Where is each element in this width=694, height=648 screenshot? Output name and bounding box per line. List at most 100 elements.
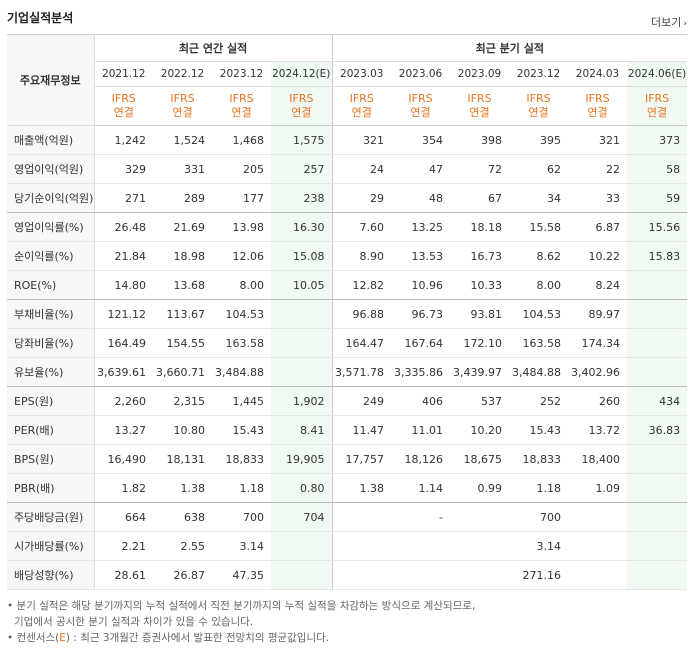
table-row: BPS(원) 16,490 18,131 18,833 19,905 17,757 18,1…: [7, 444, 688, 474]
table-cell: 93.81: [450, 299, 510, 329]
table-cell: 238: [271, 183, 333, 213]
table-cell: 1.82: [94, 473, 153, 503]
table-cell: 16,490: [94, 444, 153, 474]
table-cell: 15.83: [627, 241, 688, 271]
table-cell: 15.43: [509, 415, 569, 445]
table-cell: 34: [509, 183, 569, 213]
row-label: 순이익률(%): [7, 241, 95, 271]
table-row: 시가배당률(%) 2.21 2.55 3.14 3.14: [7, 531, 688, 561]
table-cell: [271, 299, 333, 329]
table-cell: 3,439.97: [450, 357, 510, 387]
more-label: 더보기: [651, 16, 682, 29]
table-row: 당좌비율(%) 164.49 154.55 163.58 164.47 167.64 172…: [7, 328, 688, 358]
table-cell: 11.47: [331, 415, 392, 445]
section-title: 기업실적분석: [7, 11, 74, 25]
table-cell: 121.12: [94, 299, 153, 329]
table-cell: [568, 502, 628, 532]
table-cell: 48: [391, 183, 451, 213]
table-cell: 177: [212, 183, 271, 213]
table-cell: 260: [568, 386, 628, 416]
table-cell: 22: [568, 154, 628, 184]
table-row: 당기순이익(억원) 271 289 177 238 29 48 67 34 33 59: [7, 183, 688, 213]
table-cell: 8.00: [509, 270, 569, 300]
table-cell: 104.53: [212, 299, 271, 329]
table-cell: 113.67: [153, 299, 212, 329]
table-cell: 174.34: [568, 328, 628, 358]
table-cell: 13.27: [94, 415, 153, 445]
ifrs-badge: IFRS 연결: [450, 86, 510, 126]
table-cell: 12.82: [331, 270, 392, 300]
more-link[interactable]: 더보기 ›: [651, 14, 687, 30]
table-cell: 13.72: [568, 415, 628, 445]
table-cell: 13.25: [391, 212, 451, 242]
corner-header: 주요재무정보: [7, 34, 95, 126]
ifrs-badge: IFRS 연결: [271, 86, 333, 126]
table-cell: 167.64: [391, 328, 451, 358]
table-cell: 321: [568, 125, 628, 155]
table-cell: 3,639.61: [94, 357, 153, 387]
table-row: EPS(원) 2,260 2,315 1,445 1,902 249 406 537 252 26…: [7, 386, 688, 416]
table-cell: [627, 270, 688, 300]
table-cell: 15.43: [212, 415, 271, 445]
table-cell: 700: [509, 502, 569, 532]
table-cell: 2.55: [153, 531, 212, 561]
ifrs-badge: IFRS 연결: [212, 86, 271, 126]
table-cell: 704: [271, 502, 333, 532]
ifrs-badge: IFRS 연결: [94, 86, 153, 126]
table-cell: [331, 560, 392, 590]
table-cell: [391, 531, 451, 561]
quarter-group-header: 최근 분기 실적: [331, 34, 688, 62]
row-label: BPS(원): [7, 444, 95, 474]
footnote-quarterly-cont: 기업에서 공시한 분기 실적과 차이가 있을 수 있습니다.: [14, 616, 254, 628]
period-header: 2023.03: [331, 61, 392, 87]
table-cell: 154.55: [153, 328, 212, 358]
table-row: 주당배당금(원) 664 638 700 704-700: [7, 502, 688, 532]
table-cell: 8.90: [331, 241, 392, 271]
table-cell: 537: [450, 386, 510, 416]
table-cell: 638: [153, 502, 212, 532]
table-cell: 59: [627, 183, 688, 213]
table-cell: 96.73: [391, 299, 451, 329]
row-label: PBR(배): [7, 473, 95, 503]
table-cell: 16.30: [271, 212, 333, 242]
table-cell: 1.38: [331, 473, 392, 503]
table-cell: 8.41: [271, 415, 333, 445]
table-cell: 289: [153, 183, 212, 213]
table-row: PER(배) 13.27 10.80 15.43 8.41 11.47 11.01 10.20…: [7, 415, 688, 445]
table-cell: 1,242: [94, 125, 153, 155]
table-cell: 321: [331, 125, 392, 155]
table-cell: 3,484.88: [212, 357, 271, 387]
period-header: 2022.12: [153, 61, 212, 87]
table-cell: 10.20: [450, 415, 510, 445]
row-label: 영업이익률(%): [7, 212, 95, 242]
ifrs-badge: IFRS 연결: [391, 86, 451, 126]
table-cell: 3,335.86: [391, 357, 451, 387]
table-row: 순이익률(%) 21.84 18.98 12.06 15.08 8.90 13.53 16.7…: [7, 241, 688, 271]
table-cell: 10.33: [450, 270, 510, 300]
table-cell: 18.98: [153, 241, 212, 271]
table-cell: 205: [212, 154, 271, 184]
table-cell: 1.38: [153, 473, 212, 503]
table-cell: 331: [153, 154, 212, 184]
row-label: 주당배당금(원): [7, 502, 95, 532]
table-cell: [450, 560, 510, 590]
table-cell: 89.97: [568, 299, 628, 329]
table-cell: 172.10: [450, 328, 510, 358]
ifrs-badge: IFRS 연결: [627, 86, 688, 126]
table-cell: [331, 502, 392, 532]
table-cell: -: [391, 502, 451, 532]
table-cell: 354: [391, 125, 451, 155]
table-cell: 7.60: [331, 212, 392, 242]
table-cell: [627, 299, 688, 329]
row-label: EPS(원): [7, 386, 95, 416]
table-cell: [627, 560, 688, 590]
row-label: 매출액(억원): [7, 125, 95, 155]
footnote-consensus: • 컨센서스(E) : 최근 3개월간 증권사에서 발표한 전망치의 평균값입니…: [7, 632, 330, 644]
table-cell: [450, 502, 510, 532]
table-cell: 58: [627, 154, 688, 184]
table-row: 매출액(억원) 1,242 1,524 1,468 1,575 321 354 398 395 3…: [7, 125, 688, 155]
table-cell: 1,902: [271, 386, 333, 416]
table-cell: 406: [391, 386, 451, 416]
table-cell: 1.14: [391, 473, 451, 503]
period-header: 2024.12(E): [271, 61, 333, 87]
